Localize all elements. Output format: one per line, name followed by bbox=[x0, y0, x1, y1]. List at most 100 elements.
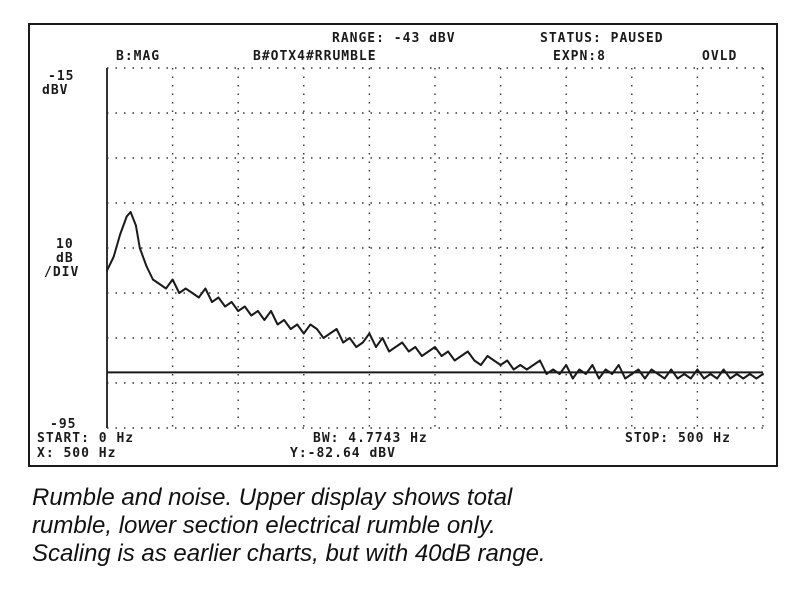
data-point bbox=[106, 269, 108, 272]
data-point bbox=[689, 377, 692, 380]
data-point bbox=[401, 341, 404, 344]
y-marker-readout: Y:-82.64 dBV bbox=[290, 446, 396, 461]
data-point bbox=[578, 368, 581, 371]
data-point bbox=[591, 364, 594, 366]
figure-caption: Rumble and noise. Upper display shows to… bbox=[32, 484, 792, 568]
data-point bbox=[342, 341, 345, 344]
data-point bbox=[762, 373, 764, 375]
data-point bbox=[598, 377, 600, 380]
data-point bbox=[650, 368, 653, 371]
data-point bbox=[316, 328, 318, 330]
data-point bbox=[289, 328, 292, 330]
data-point bbox=[676, 377, 679, 380]
data-point bbox=[480, 364, 482, 366]
data-point bbox=[302, 332, 305, 335]
data-point bbox=[525, 368, 528, 371]
data-point bbox=[112, 256, 115, 258]
data-point bbox=[211, 301, 213, 303]
stop-frequency: STOP: 500 Hz bbox=[625, 431, 731, 446]
data-point bbox=[434, 346, 436, 348]
data-point bbox=[545, 373, 548, 375]
data-point bbox=[138, 247, 141, 249]
data-point bbox=[657, 373, 659, 375]
data-point bbox=[506, 359, 509, 362]
range-readout: RANGE: -43 dBV bbox=[332, 31, 456, 46]
data-point bbox=[539, 359, 541, 362]
data-point bbox=[670, 368, 673, 371]
status-readout: STATUS: PAUSED bbox=[540, 31, 664, 46]
data-point bbox=[571, 377, 574, 380]
y-scale-unit: dB bbox=[56, 251, 74, 266]
data-point bbox=[703, 377, 705, 380]
data-point bbox=[565, 364, 568, 366]
data-point bbox=[250, 314, 253, 317]
data-point bbox=[217, 296, 220, 299]
data-point bbox=[683, 373, 686, 375]
data-point bbox=[512, 368, 515, 371]
data-point bbox=[420, 355, 423, 357]
data-point bbox=[748, 373, 751, 375]
caption-line-2: rumble, lower section electrical rumble … bbox=[32, 512, 496, 539]
y-scale-value: 10 bbox=[56, 237, 74, 252]
data-point bbox=[617, 364, 620, 366]
caption-line-3: Scaling is as earlier charts, but with 4… bbox=[32, 540, 546, 567]
data-point bbox=[447, 350, 450, 353]
start-frequency: START: 0 Hz bbox=[37, 431, 135, 446]
data-point bbox=[368, 332, 371, 335]
data-point bbox=[552, 368, 554, 371]
data-point bbox=[329, 332, 331, 335]
data-point bbox=[735, 373, 738, 375]
data-point bbox=[709, 373, 712, 375]
data-point bbox=[644, 377, 646, 380]
data-point bbox=[125, 215, 128, 218]
data-point bbox=[473, 359, 476, 362]
data-point bbox=[558, 373, 561, 375]
data-point bbox=[604, 368, 607, 371]
data-point bbox=[361, 341, 364, 344]
data-point bbox=[493, 359, 495, 362]
data-point bbox=[722, 368, 725, 371]
data-point bbox=[414, 346, 417, 348]
data-point bbox=[283, 319, 286, 321]
grid bbox=[106, 67, 764, 429]
y-scale-per-div: /DIV bbox=[44, 265, 80, 280]
y-top-value: -15 bbox=[48, 69, 75, 84]
data-point bbox=[230, 301, 233, 303]
trace-label: B:MAG bbox=[116, 49, 161, 64]
bandwidth-readout: BW: 4.7743 Hz bbox=[313, 431, 428, 446]
data-point bbox=[134, 224, 137, 227]
data-point bbox=[696, 368, 699, 371]
data-point bbox=[486, 355, 489, 357]
data-point bbox=[191, 292, 194, 294]
data-point bbox=[158, 283, 161, 285]
series-line-rumble bbox=[106, 211, 764, 380]
data-point bbox=[129, 211, 132, 213]
data-point bbox=[663, 377, 666, 380]
data-points bbox=[106, 211, 764, 380]
data-point bbox=[624, 377, 627, 380]
data-point bbox=[742, 377, 745, 380]
data-point bbox=[427, 350, 430, 353]
data-point bbox=[519, 364, 522, 366]
data-point bbox=[270, 310, 272, 312]
data-point bbox=[276, 323, 279, 326]
data-point bbox=[322, 337, 325, 339]
data-point bbox=[755, 377, 758, 380]
data-point bbox=[224, 305, 226, 308]
data-point bbox=[296, 323, 299, 326]
y-top-unit: dBV bbox=[42, 83, 69, 98]
x-marker-readout: X: 500 Hz bbox=[37, 446, 117, 461]
data-point bbox=[165, 287, 167, 290]
data-point bbox=[381, 337, 384, 339]
data-point bbox=[256, 310, 259, 312]
data-point bbox=[388, 350, 390, 353]
overload-indicator: OVLD bbox=[702, 49, 738, 64]
data-point bbox=[630, 373, 633, 375]
measurement-label: B#OTX4#RRUMBLE bbox=[253, 49, 377, 64]
data-point bbox=[499, 364, 502, 366]
expansion-readout: EXPN:8 bbox=[553, 49, 606, 64]
data-point bbox=[453, 359, 456, 362]
data-point bbox=[460, 355, 463, 357]
data-point bbox=[335, 328, 338, 330]
